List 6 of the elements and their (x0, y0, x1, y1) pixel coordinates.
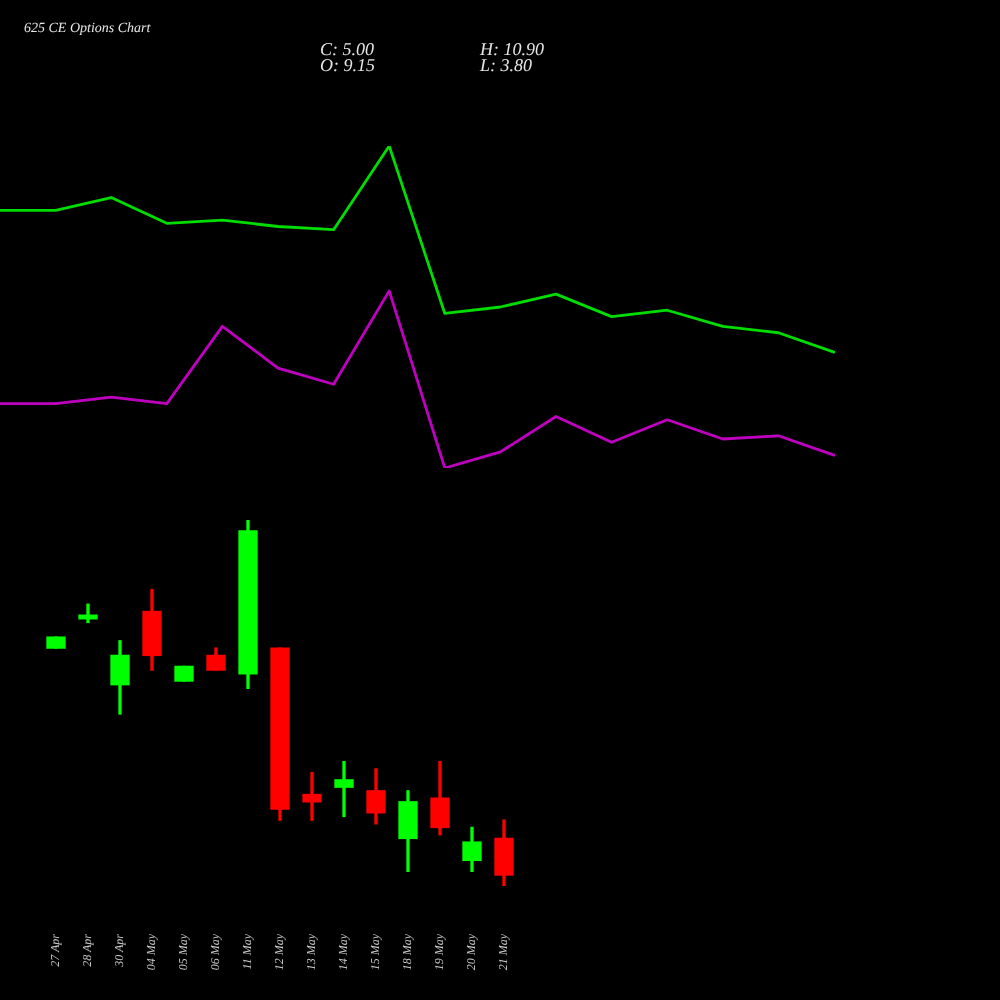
text: H: 10.90 (478, 38, 545, 59)
text: L: 3.80 (478, 54, 533, 75)
text: C: 5.00 (320, 38, 375, 59)
candlestick (334, 760, 354, 818)
text: O: 9.15 (320, 54, 376, 75)
candlestick (302, 771, 322, 821)
